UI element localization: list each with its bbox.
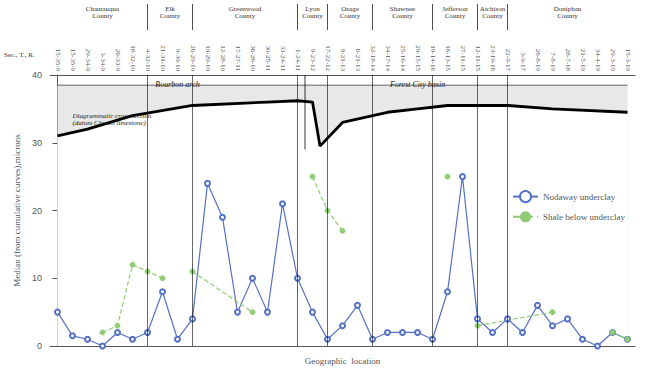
svg-text:15-3-19: 15-3-19 (624, 49, 632, 72)
svg-text:Atchison: Atchison (479, 4, 506, 13)
svg-text:12-28-10: 12-28-10 (219, 45, 227, 71)
svg-text:Shale below underclay: Shale below underclay (543, 212, 625, 222)
svg-text:County: County (445, 12, 466, 20)
svg-text:15-35-9: 15-35-9 (69, 49, 77, 72)
svg-text:County: County (392, 12, 413, 20)
svg-text:County: County (160, 12, 181, 20)
svg-text:18-32-10: 18-32-10 (129, 45, 137, 71)
svg-text:Median (from cumulative curves: Median (from cumulative curves),microns (12, 134, 22, 287)
svg-text:Forest City basin: Forest City basin (389, 80, 445, 89)
svg-text:County: County (302, 12, 323, 20)
svg-text:29-15-15: 29-15-15 (414, 45, 422, 71)
svg-text:Bourbon arch: Bourbon arch (155, 80, 199, 89)
svg-text:33-24-11: 33-24-11 (279, 46, 287, 72)
svg-text:Jefferson: Jefferson (442, 4, 468, 13)
svg-text:Elk: Elk (165, 4, 175, 13)
svg-text:4-32-10: 4-32-10 (144, 49, 152, 72)
svg-text:21-31-10: 21-31-10 (159, 45, 167, 71)
svg-text:County: County (235, 12, 256, 20)
svg-text:30-25-11: 30-25-11 (264, 46, 272, 72)
svg-text:26-8-19: 26-8-19 (534, 49, 542, 72)
svg-text:27-11-15: 27-11-15 (459, 46, 467, 72)
svg-text:16-13-15: 16-13-15 (444, 45, 452, 71)
svg-text:15-35-9: 15-35-9 (54, 49, 62, 72)
svg-text:9-21-13: 9-21-13 (339, 49, 347, 72)
svg-text:0: 0 (37, 341, 42, 351)
svg-text:County: County (92, 12, 113, 20)
svg-text:12-11-15: 12-11-15 (474, 46, 482, 72)
svg-text:25-16-14: 25-16-14 (399, 45, 407, 71)
svg-text:Diagrammatic cross section: Diagrammatic cross section (72, 111, 152, 120)
svg-text:9-30-10: 9-30-10 (174, 49, 182, 72)
svg-text:17-22-12: 17-22-12 (324, 45, 332, 71)
svg-text:22-9-17: 22-9-17 (504, 49, 512, 72)
svg-text:21-5-19: 21-5-19 (579, 49, 587, 72)
svg-text:34-4-19: 34-4-19 (594, 49, 602, 72)
svg-text:(datum Church limestone): (datum Church limestone) (73, 119, 147, 127)
svg-text:17-27-11: 17-27-11 (234, 46, 242, 72)
svg-text:Lyon: Lyon (305, 4, 320, 13)
svg-text:26-33-9: 26-33-9 (114, 49, 122, 72)
svg-text:6-21-13: 6-21-13 (354, 49, 362, 72)
svg-text:23-10-16: 23-10-16 (489, 45, 497, 71)
svg-text:Sec., T., R.: Sec., T., R. (4, 51, 35, 59)
svg-text:29-3-19: 29-3-19 (609, 49, 617, 72)
svg-text:3-34-9: 3-34-9 (99, 52, 107, 71)
svg-text:Doniphan: Doniphan (553, 4, 582, 13)
svg-text:9-23-12: 9-23-12 (309, 49, 317, 72)
svg-text:Geographic location: Geographic location (305, 356, 381, 366)
svg-text:10: 10 (32, 273, 42, 283)
svg-text:1-24-11: 1-24-11 (294, 49, 302, 71)
svg-text:County: County (557, 12, 578, 20)
svg-text:34-17-14: 34-17-14 (384, 45, 392, 71)
svg-text:28-7-18: 28-7-18 (564, 49, 572, 72)
svg-text:26-29-10: 26-29-10 (189, 45, 197, 71)
svg-text:Chautauqua: Chautauqua (85, 4, 120, 13)
svg-text:Nodaway underclay: Nodaway underclay (543, 192, 616, 202)
svg-text:10-29-10: 10-29-10 (204, 45, 212, 71)
svg-text:30: 30 (32, 138, 42, 148)
svg-text:40: 40 (32, 70, 42, 80)
svg-text:29-34-9: 29-34-9 (84, 49, 92, 72)
svg-text:Shawnee: Shawnee (389, 4, 416, 13)
svg-text:Greenwood: Greenwood (228, 4, 262, 13)
svg-text:20: 20 (32, 206, 42, 216)
svg-text:Osage: Osage (341, 4, 359, 13)
svg-text:7-8-19: 7-8-19 (549, 52, 557, 71)
svg-text:County: County (340, 12, 361, 20)
svg-text:32-18-14: 32-18-14 (369, 45, 377, 71)
svg-text:36-26-10: 36-26-10 (249, 45, 257, 71)
svg-text:3-9-17: 3-9-17 (519, 52, 527, 71)
svg-text:19-14-16: 19-14-16 (429, 45, 437, 71)
svg-text:County: County (482, 12, 503, 20)
